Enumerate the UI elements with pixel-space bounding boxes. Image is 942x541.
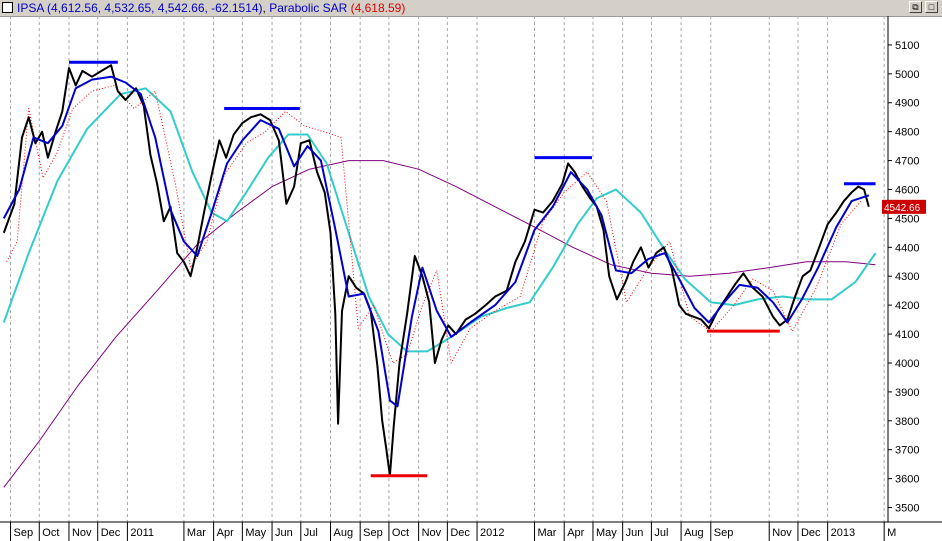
chart-legend: IPSA (4,612.56, 4,532.65, 4,542.66, -62.… bbox=[17, 1, 406, 15]
price-line bbox=[2, 64, 870, 477]
x-tick-label: Sep bbox=[363, 527, 383, 539]
legend-indicator-value: (4,618.59) bbox=[350, 1, 406, 15]
y-tick-label: 4000 bbox=[895, 358, 919, 370]
y-tick-label: 4100 bbox=[895, 329, 919, 341]
y-tick-label: 4900 bbox=[895, 98, 919, 110]
x-tick-label: Sep bbox=[14, 527, 34, 539]
x-tick-label: Apr bbox=[567, 527, 584, 539]
parabolic-sar-line bbox=[6, 84, 862, 364]
x-tick-label: Nov bbox=[72, 527, 92, 539]
y-tick-label: 5000 bbox=[895, 69, 919, 81]
x-tick-label: Jul bbox=[654, 527, 668, 539]
maximize-icon[interactable]: □ bbox=[925, 1, 938, 13]
long-ma-line bbox=[3, 160, 876, 488]
title-bar: IPSA (4,612.56, 4,532.65, 4,542.66, -62.… bbox=[0, 0, 942, 17]
x-tick-label: 2013 bbox=[831, 527, 855, 539]
x-tick-label: M bbox=[887, 527, 896, 539]
mid-ma-line bbox=[2, 87, 877, 353]
y-tick-label: 3800 bbox=[895, 416, 919, 428]
x-tick-label: May bbox=[596, 527, 617, 539]
y-axis: 3500 3600 3700 3800 3900 4000 4100 4200 4300 4400… bbox=[882, 40, 926, 515]
price-chart: 3500 3600 3700 3800 3900 4000 4100 4200 4300 4400… bbox=[0, 16, 942, 541]
y-tick-label: 4300 bbox=[895, 271, 919, 283]
x-tick-label: Jun bbox=[626, 527, 644, 539]
y-tick-label: 4700 bbox=[895, 156, 919, 168]
x-axis: Sep Oct Nov Dec 2011 Mar Apr May Jun Jul Aug Sep Oct… bbox=[10, 522, 896, 541]
y-tick-label: 4400 bbox=[895, 242, 919, 254]
last-price-label: 4542.66 bbox=[884, 203, 921, 214]
x-tick-label: May bbox=[245, 527, 266, 539]
x-tick-label: Dec bbox=[801, 527, 821, 539]
short-ma-line bbox=[2, 75, 870, 408]
x-tick-label: Dec bbox=[101, 527, 121, 539]
y-tick-label: 4200 bbox=[895, 300, 919, 312]
x-tick-label: Oct bbox=[392, 527, 409, 539]
y-tick-label: 3500 bbox=[895, 503, 919, 515]
y-tick-label: 4500 bbox=[895, 213, 919, 225]
x-tick-label: Jun bbox=[275, 527, 293, 539]
x-tick-label: Oct bbox=[42, 527, 59, 539]
y-tick-label: 4600 bbox=[895, 184, 919, 196]
chart-window-icon bbox=[2, 2, 13, 13]
x-tick-label: Sep bbox=[714, 527, 734, 539]
legend-indicator: Parabolic SAR bbox=[269, 1, 348, 15]
chart-series bbox=[2, 64, 877, 488]
x-tick-label: Dec bbox=[450, 527, 470, 539]
restore-icon[interactable]: ⧉ bbox=[909, 1, 922, 13]
x-tick-label: Nov bbox=[772, 527, 792, 539]
x-tick-label: Nov bbox=[422, 527, 442, 539]
chart-levels bbox=[68, 60, 876, 478]
legend-ohlc: (4,612.56, 4,532.65, 4,542.66, -62.1514) bbox=[47, 1, 263, 15]
chart-grid bbox=[0, 16, 942, 523]
x-tick-label: Aug bbox=[684, 527, 704, 539]
y-tick-label: 3900 bbox=[895, 387, 919, 399]
x-tick-label: Apr bbox=[217, 527, 234, 539]
x-tick-label: 2011 bbox=[130, 527, 154, 539]
x-tick-label: 2012 bbox=[480, 527, 504, 539]
y-tick-label: 3600 bbox=[895, 474, 919, 486]
x-tick-label: Jul bbox=[304, 527, 318, 539]
y-tick-label: 4800 bbox=[895, 127, 919, 139]
x-tick-label: Mar bbox=[187, 527, 206, 539]
x-tick-label: Aug bbox=[333, 527, 353, 539]
legend-symbol: IPSA bbox=[17, 1, 44, 15]
x-tick-label: Mar bbox=[538, 527, 557, 539]
y-tick-label: 3700 bbox=[895, 445, 919, 457]
y-tick-label: 5100 bbox=[895, 40, 919, 52]
last-price-tag bbox=[882, 199, 926, 214]
